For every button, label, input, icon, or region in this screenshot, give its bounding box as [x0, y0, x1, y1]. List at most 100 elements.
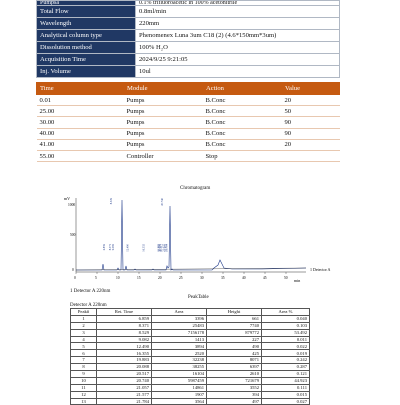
peak-cell: 5987459 — [151, 376, 207, 385]
peak-cell: 2520 — [151, 349, 207, 358]
program-cell — [281, 150, 340, 163]
peak-cell: 0.015 — [261, 390, 310, 399]
peak-cell: 11 — [70, 383, 97, 392]
peak-cell: 2610 — [206, 370, 262, 378]
peak-cell: 7 — [70, 356, 97, 365]
y-unit-label: mV — [64, 196, 70, 201]
peak-cell: 1 — [70, 314, 97, 323]
program-cell: Controller — [123, 150, 203, 163]
peak-cell: 38255 — [151, 363, 207, 372]
peak-cell: 6.859 — [96, 314, 152, 323]
peak-row: 7 19.883 32238 8071 0.242 — [70, 356, 310, 365]
program-cell: Pumps — [123, 105, 203, 118]
peak-cell: 0.022 — [261, 342, 310, 351]
peak-row: 5 12.490 3894 490 0.022 — [70, 342, 310, 351]
peak-row: 11 21.057 14861 3552 0.111 — [70, 383, 310, 392]
col-value: Value — [281, 82, 340, 95]
program-cell: Pumps — [123, 128, 203, 140]
peak-label: 8.371 — [109, 243, 112, 250]
peak-label: 9.082 — [112, 243, 115, 250]
info-value: 0.8ml/min — [135, 5, 340, 18]
program-cell: B.Conc — [202, 105, 282, 118]
info-row: Inj. Volume 10ul — [36, 65, 340, 78]
peak-cell: 44.923 — [261, 376, 310, 385]
peak-cell: 20.517 — [96, 370, 152, 378]
peak-cell: 0.121 — [261, 370, 310, 378]
peak-cell: 21.057 — [96, 383, 152, 392]
detector-caption: 1 Detector A 220nm — [70, 289, 111, 294]
info-key: Acquisition Time — [36, 53, 136, 66]
info-key: Total Flow — [36, 5, 136, 18]
program-cell: 0.01 — [36, 94, 124, 107]
x-tick-label: 10 — [116, 276, 120, 280]
peak-row: 4 9.082 1413 227 0.011 — [70, 335, 310, 344]
peak-row: 6 16.355 2520 425 0.019 — [70, 349, 310, 358]
col-module: Module — [123, 82, 203, 95]
peak-cell: 20.088 — [96, 363, 152, 372]
program-cell: Pumps — [123, 139, 203, 151]
x-tick-label: 35 — [221, 276, 225, 280]
x-tick-label: 25 — [179, 276, 183, 280]
peak-cell: 8 — [70, 363, 97, 372]
peak-table-header: Peak# Ret. Time Area Height Area % — [70, 308, 310, 316]
info-value: Phenomenex Luna 3um C18 (2) (4.6*150mm*3… — [135, 29, 340, 42]
peak-cell: 12.490 — [96, 342, 152, 351]
peak-label: 16.355 — [143, 243, 146, 251]
peak-cell: 0.027 — [261, 397, 310, 405]
peak-cell: 3396 — [151, 314, 207, 323]
peak-row: 9 20.517 16104 2610 0.121 — [70, 370, 310, 378]
peak-cell: 6397 — [206, 363, 262, 372]
x-tick-label: 30 — [200, 276, 204, 280]
info-key: Inj. Volume — [36, 65, 136, 78]
peak-cell: 16.355 — [96, 349, 152, 358]
info-row: Total Flow 0.8ml/min — [36, 5, 340, 18]
x-tick-label: 0 — [74, 276, 76, 280]
program-cell: 50 — [281, 105, 340, 118]
info-value: 100% H₂O — [135, 41, 340, 54]
peak-label: 19.883 — [158, 243, 161, 251]
peak-row: 8 20.088 38255 6397 0.287 — [70, 363, 310, 372]
peak-cell: 0.040 — [261, 314, 310, 323]
peak-cell: 3552 — [206, 383, 262, 392]
time-program-header: Time Module Action Value — [36, 82, 340, 95]
peak-cell: 9 — [70, 370, 97, 378]
peak-label: 21.057 — [162, 243, 165, 251]
peak-row: 1 6.859 3396 661 0.040 — [70, 314, 310, 323]
program-cell: B.Conc — [202, 94, 282, 107]
peak-cell: 3564 — [151, 397, 207, 405]
peak-cell: 25483 — [151, 321, 207, 330]
peak-cell: 53.492 — [261, 328, 310, 337]
peak-label: 20.088 — [158, 243, 161, 251]
program-row: 40.00 Pumps B.Conc 90 — [36, 128, 340, 140]
chromatogram-title: Chromatogram — [180, 186, 211, 191]
peak-cell: 21.577 — [96, 390, 152, 399]
baseline — [75, 267, 307, 271]
program-cell: B.Conc — [202, 116, 282, 129]
chromatogram-svg: mV 1000 500 0 0 5 10 15 20 25 30 35 40 45 50 min 1… — [64, 196, 331, 283]
peak-cell: 8071 — [206, 356, 262, 365]
peak-cell: 4 — [70, 335, 97, 344]
y-tick-label: 1000 — [68, 203, 75, 207]
peak-table: Peak# Ret. Time Area Height Area % 1 6.85… — [70, 308, 310, 405]
peak-label: 6.859 — [103, 243, 106, 250]
x-tick-label: 45 — [263, 276, 267, 280]
peak-cell: 721679 — [206, 376, 262, 385]
peak-label: 21.577 — [165, 243, 168, 251]
program-row: 30.00 Pumps B.Conc 90 — [36, 116, 340, 129]
info-value: 10ul — [135, 65, 340, 78]
peak-row: 2 8.371 25483 7740 0.103 — [70, 321, 310, 330]
peak-cell: 32238 — [151, 356, 207, 365]
program-cell: 90 — [281, 128, 340, 140]
info-row: Analytical column type Phenomenex Luna 3u… — [36, 29, 340, 42]
peak-cell: 21.784 — [96, 397, 152, 405]
info-row: Wavelength 220mm — [36, 17, 340, 30]
peak-cell: 425 — [206, 349, 262, 358]
chromatogram-plot: mV 1000 500 0 0 5 10 15 20 25 30 35 40 45 50 min 1… — [62, 186, 382, 286]
peak-cell: 12 — [70, 390, 97, 399]
peak-label: 12.490 — [126, 243, 129, 251]
peak-cell: 1907 — [151, 390, 207, 399]
info-key: Wavelength — [36, 17, 136, 30]
peak-label: 20.740 — [161, 197, 164, 205]
peak-cell: 9.082 — [96, 335, 152, 344]
peak-cell: 497 — [206, 397, 262, 405]
